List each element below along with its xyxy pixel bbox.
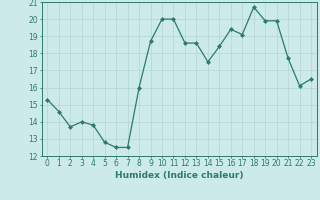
- X-axis label: Humidex (Indice chaleur): Humidex (Indice chaleur): [115, 171, 244, 180]
